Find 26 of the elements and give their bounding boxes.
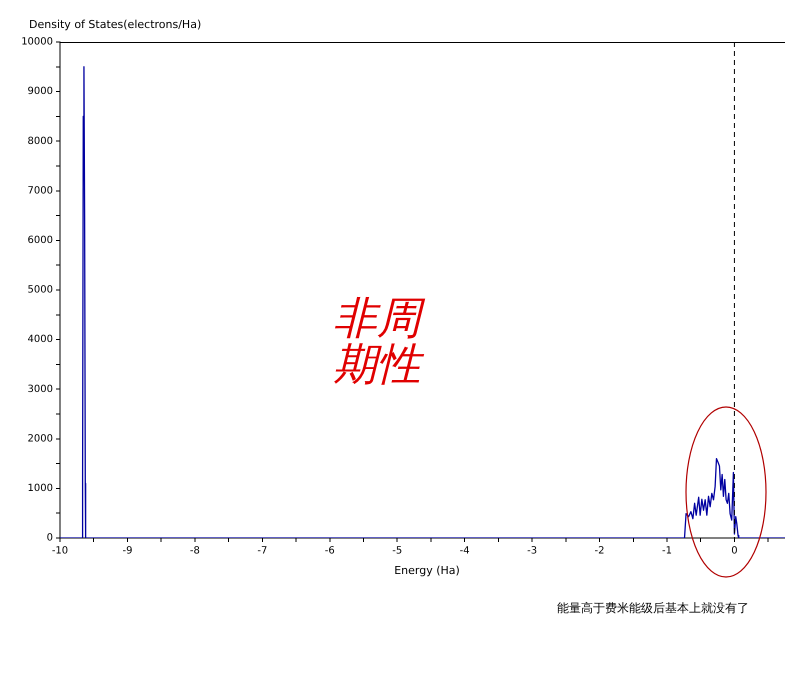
y-tick-label: 3000 [28, 384, 53, 395]
x-tick-label: -9 [122, 546, 132, 557]
y-tick-label: 2000 [28, 433, 53, 444]
y-axis-title: Density of States(electrons/Ha) [29, 18, 202, 31]
x-tick-label: -10 [52, 546, 68, 557]
x-tick-label: -3 [527, 546, 538, 557]
x-tick-label: -1 [662, 546, 672, 557]
y-tick-label: 6000 [28, 234, 53, 246]
y-tick-label: 0 [46, 532, 53, 544]
x-tick-label: -8 [190, 546, 200, 557]
x-tick-label: -2 [594, 546, 605, 557]
y-tick-label: 9000 [28, 86, 53, 98]
y-tick-label: 4000 [28, 334, 53, 346]
y-tick-label: 8000 [28, 136, 53, 147]
y-tick-label: 7000 [28, 185, 53, 196]
y-tick-label: 10000 [21, 36, 53, 48]
y-tick-label: 5000 [28, 284, 53, 296]
annotation: 非周期性 [333, 294, 426, 389]
x-tick-label: -4 [460, 546, 470, 557]
x-tick-label: -6 [324, 546, 335, 557]
x-tick-label: -7 [257, 546, 268, 557]
x-tick-label: 0 [731, 546, 738, 557]
text: 能量高于费米能级后基本上就没有了 [557, 600, 749, 617]
x-axis-title: Energy (Ha) [393, 564, 461, 577]
y-tick-label: 1000 [28, 482, 53, 494]
x-tick-label: -5 [392, 546, 402, 557]
